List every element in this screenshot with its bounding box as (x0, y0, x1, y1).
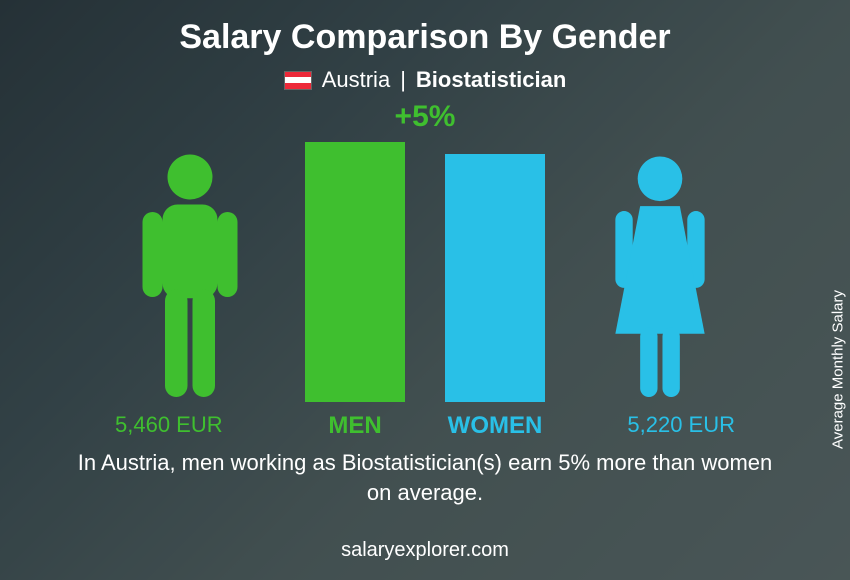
women-label: WOMEN (425, 412, 565, 440)
women-salary: 5,220 EUR (627, 412, 735, 438)
job-label: Biostatistician (416, 67, 566, 93)
man-icon (125, 152, 255, 402)
gender-chart: +5% (115, 100, 735, 440)
women-bar (445, 154, 545, 402)
description-text: In Austria, men working as Biostatistici… (75, 448, 775, 507)
page-title: Salary Comparison By Gender (0, 18, 850, 57)
chart-labels: 5,460 EUR MEN WOMEN 5,220 EUR (115, 408, 735, 440)
men-label: MEN (305, 412, 405, 440)
woman-icon (595, 154, 725, 402)
subtitle: Austria | Biostatistician (0, 67, 850, 93)
austria-flag-icon (284, 71, 312, 90)
separator: | (400, 67, 406, 93)
men-salary: 5,460 EUR (115, 412, 223, 438)
y-axis-label: Average Monthly Salary (830, 290, 847, 449)
infographic-root: Salary Comparison By Gender Austria | Bi… (0, 0, 850, 580)
delta-label: +5% (395, 100, 456, 134)
country-label: Austria (322, 67, 390, 93)
source-label: salaryexplorer.com (0, 539, 850, 562)
men-bar (305, 142, 405, 402)
